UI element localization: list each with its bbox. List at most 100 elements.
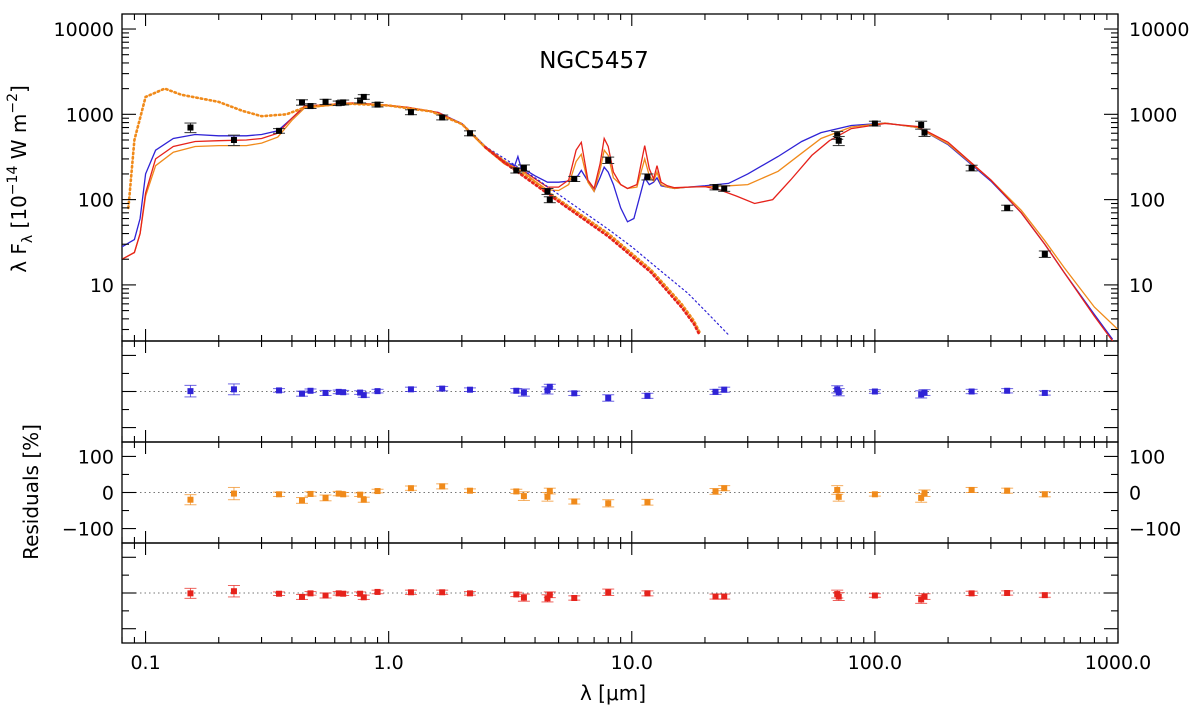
- observation-marker: [466, 130, 473, 137]
- residual-marker: [187, 496, 194, 503]
- y-tick-label-left: 10000: [54, 19, 114, 41]
- residual-marker: [1041, 592, 1048, 599]
- stellar-red-dotted: [484, 146, 701, 337]
- residual-point: [868, 388, 881, 395]
- residual-point: [295, 593, 308, 600]
- residual-point: [319, 389, 332, 396]
- residual-marker: [513, 488, 520, 495]
- residual-marker: [357, 491, 364, 498]
- residual-point: [517, 593, 530, 602]
- residual-point: [436, 589, 449, 596]
- residual-marker: [1004, 590, 1011, 596]
- observations: [184, 93, 1051, 258]
- observation-marker: [335, 100, 342, 107]
- residual-point: [709, 488, 722, 495]
- observation-marker: [721, 185, 728, 192]
- residual-marker: [439, 483, 446, 490]
- residual-marker: [407, 386, 414, 393]
- residual-marker: [360, 594, 367, 601]
- observation-marker: [1041, 251, 1048, 258]
- observation-point: [1001, 204, 1014, 212]
- residual-point: [543, 591, 556, 599]
- residual-point: [354, 491, 367, 498]
- residual-marker: [187, 590, 194, 597]
- observation-point: [404, 109, 417, 116]
- residual-point: [965, 486, 978, 493]
- residual-marker: [835, 389, 842, 396]
- y-tick-label-right: 1000: [1129, 104, 1177, 126]
- residual-axis-label: Residuals [%]: [19, 424, 43, 560]
- residual-marker: [340, 389, 347, 396]
- residual-marker: [520, 389, 527, 396]
- observation-point: [1038, 250, 1051, 258]
- residual-marker: [544, 387, 551, 394]
- observation-point: [337, 99, 350, 106]
- observation-point: [273, 127, 286, 134]
- observation-point: [463, 130, 476, 137]
- residual-marker: [571, 390, 578, 397]
- residual-point: [371, 488, 384, 495]
- residual-point: [357, 496, 370, 503]
- residual-marker: [721, 593, 728, 600]
- residual-point: [463, 590, 476, 597]
- residual-point: [641, 498, 654, 506]
- residual-point: [337, 389, 350, 396]
- residual-marker: [605, 500, 612, 507]
- observation-point: [184, 122, 197, 134]
- residual-marker: [921, 389, 928, 396]
- residual-point: [371, 388, 384, 395]
- residual-point: [404, 589, 417, 596]
- residual-point: [337, 590, 350, 597]
- residual-marker: [644, 499, 651, 506]
- residual-tick-label-right: 100: [1129, 446, 1165, 468]
- observation-point: [832, 135, 845, 147]
- x-tick-label: 0.1: [130, 652, 160, 674]
- observation-point: [510, 167, 523, 174]
- residual-point: [304, 387, 317, 394]
- residual-tick-label-left: −100: [62, 519, 114, 541]
- residual-point: [602, 394, 615, 402]
- residual-marker: [871, 592, 878, 599]
- y-tick-label-left: 10: [90, 275, 114, 297]
- residual-tick-label-left: 0: [102, 483, 114, 505]
- y-axis-label-lambda: λ F: [7, 243, 31, 273]
- residual-point: [227, 486, 240, 501]
- residual-point: [517, 388, 530, 397]
- residual-marker: [374, 388, 381, 395]
- observation-marker: [357, 97, 364, 104]
- residual-marker: [340, 590, 347, 597]
- residual-marker: [513, 387, 520, 394]
- residual-marker: [360, 496, 367, 503]
- residual-point: [1001, 487, 1014, 494]
- residual-point: [832, 492, 845, 502]
- observation-point: [709, 184, 722, 191]
- residual-marker: [712, 488, 719, 495]
- y-tick-label-left: 1000: [66, 104, 114, 126]
- y-tick-label-right: 10: [1129, 275, 1153, 297]
- observation-marker: [546, 196, 553, 203]
- observation-marker: [571, 175, 578, 182]
- x-tick-label: 10.0: [611, 652, 653, 674]
- observation-marker: [322, 98, 329, 105]
- residual-point: [463, 487, 476, 494]
- residual-marker: [544, 493, 551, 500]
- observation-point: [436, 114, 449, 121]
- residual-marker: [968, 590, 975, 597]
- residual-marker: [520, 493, 527, 500]
- chart-title: NGC5457: [539, 48, 649, 74]
- residual-marker: [571, 498, 578, 505]
- residual-point: [831, 485, 844, 495]
- residual-marker: [968, 388, 975, 395]
- residual-marker: [605, 589, 612, 596]
- observation-marker: [644, 173, 651, 180]
- residual-point: [304, 590, 317, 597]
- residual-marker: [605, 394, 612, 401]
- residual-point: [184, 494, 197, 506]
- residual-marker: [721, 485, 728, 492]
- observation-marker: [918, 121, 925, 128]
- residual-point: [718, 386, 731, 393]
- residual-point: [517, 491, 530, 501]
- observation-marker: [307, 103, 314, 110]
